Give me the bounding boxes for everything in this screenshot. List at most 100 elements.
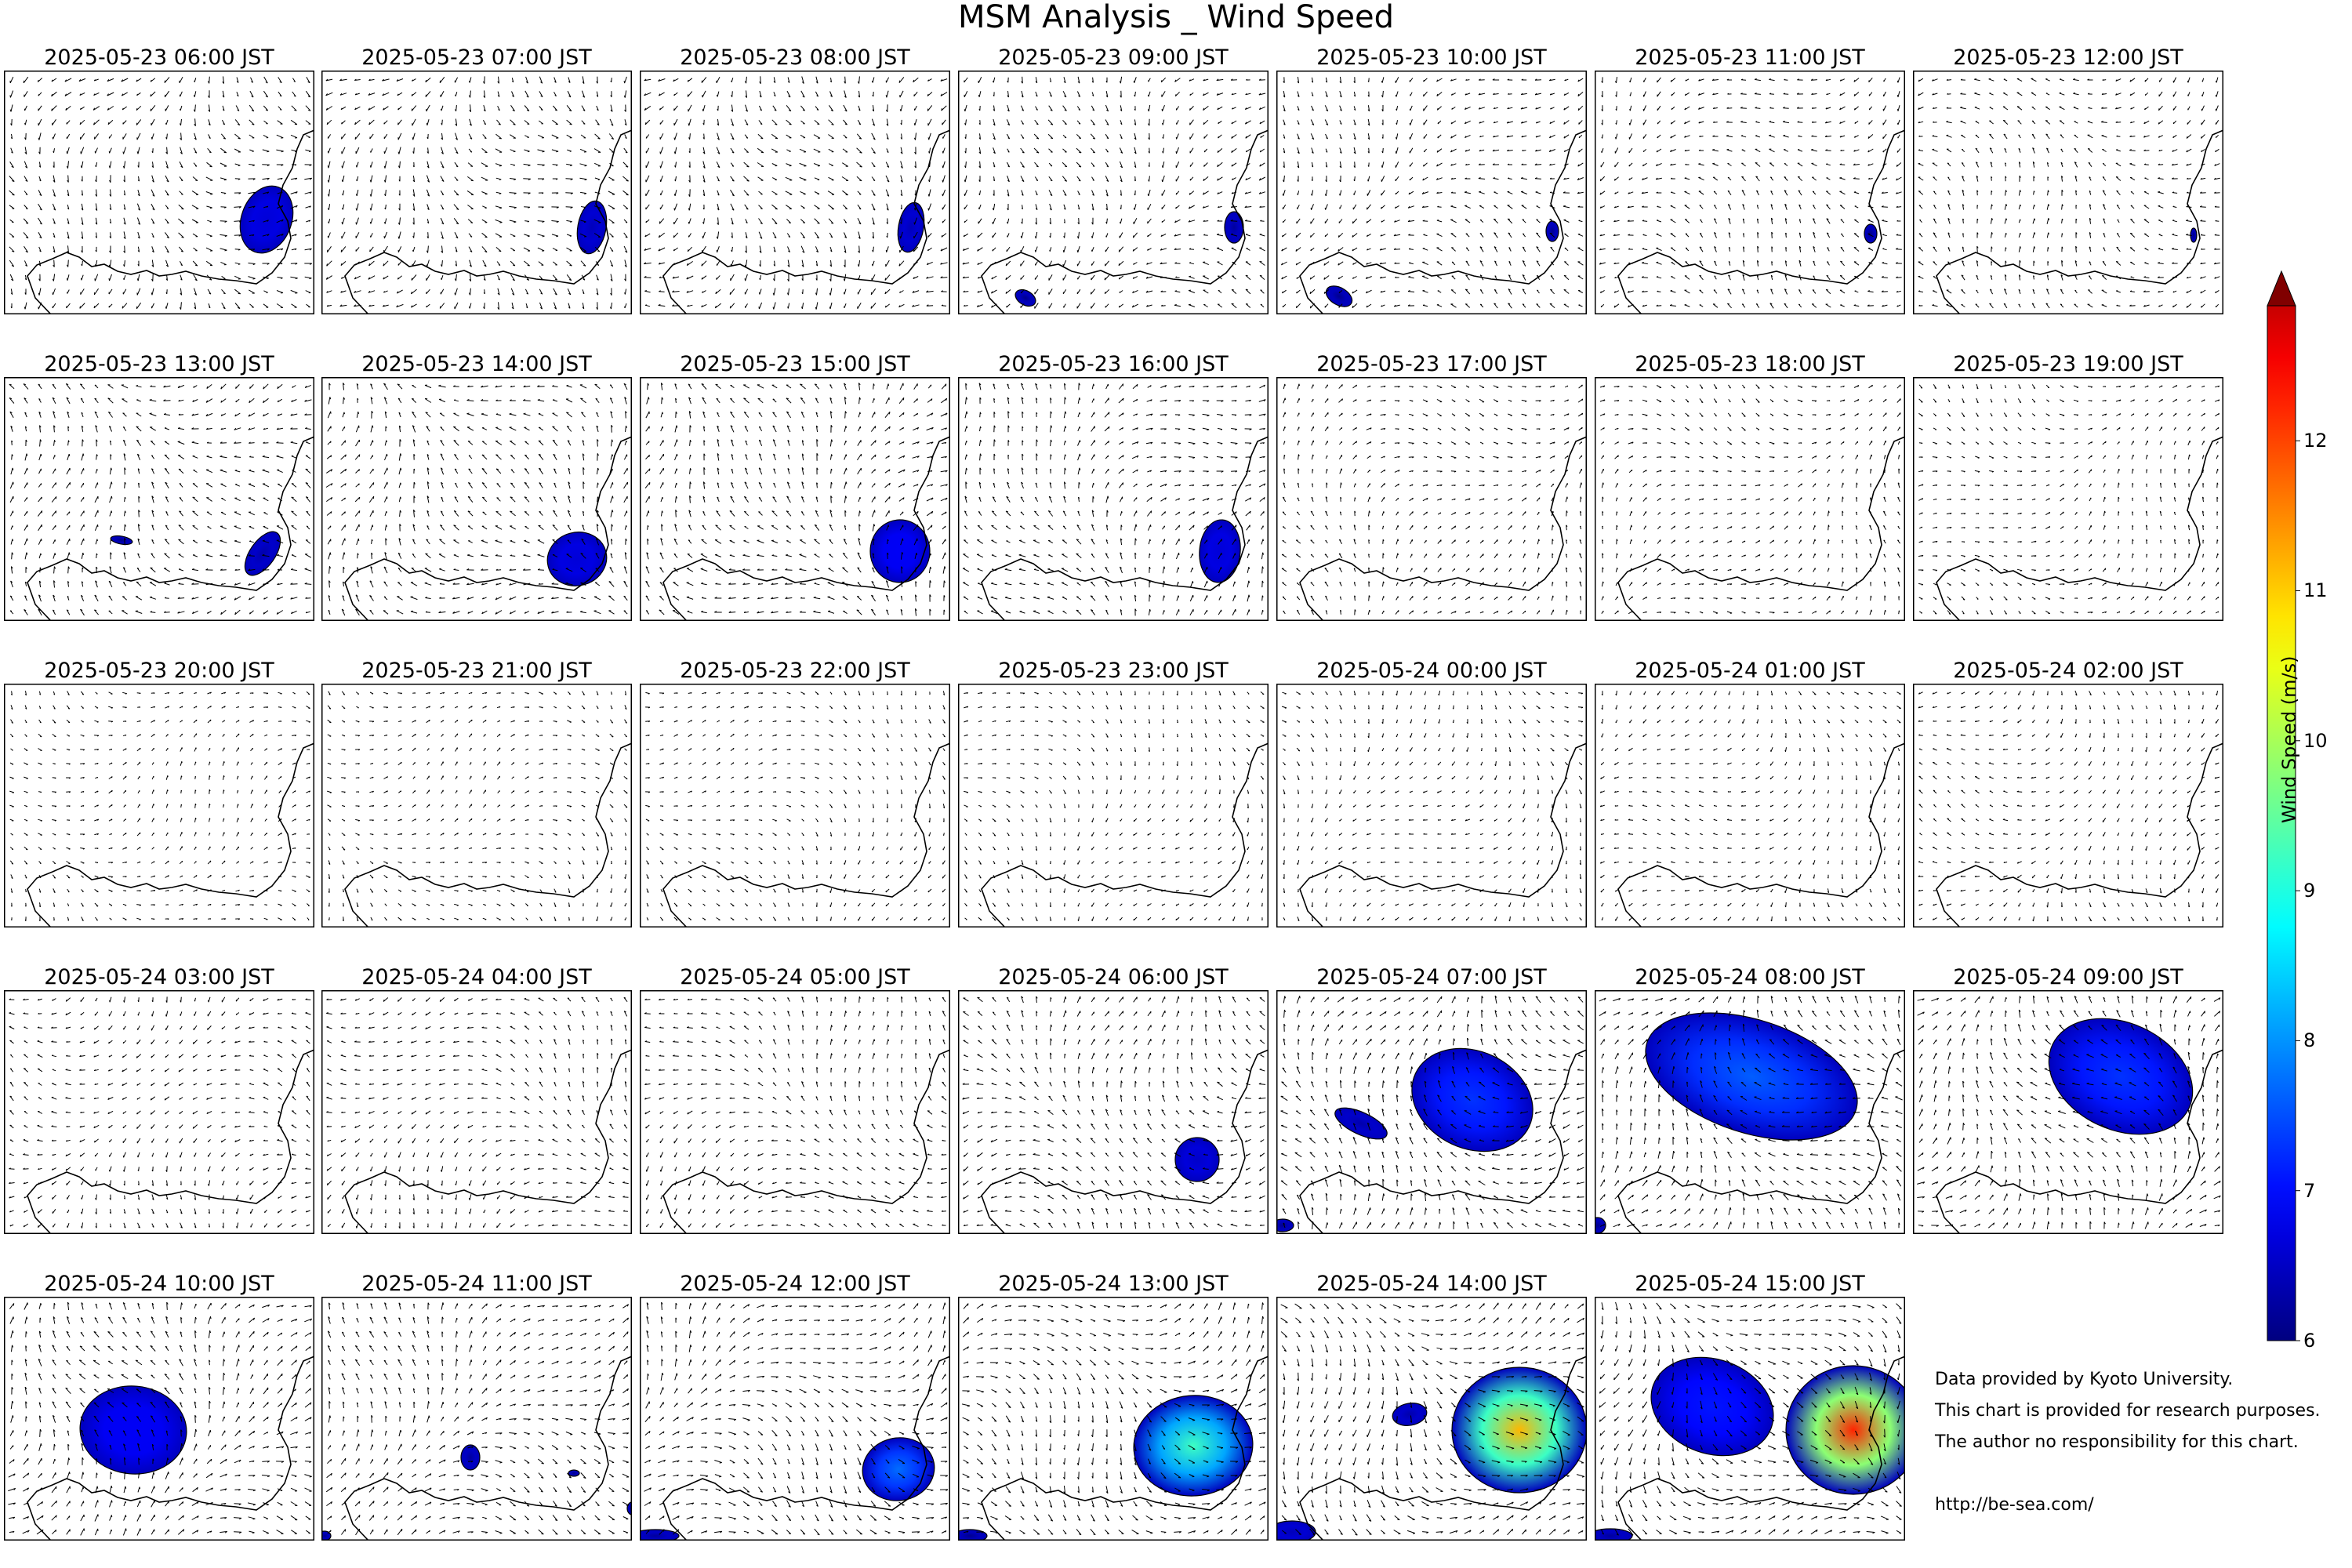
panel-time-label: 2025-05-23 06:00 JST — [4, 45, 314, 70]
map-panel: 2025-05-23 20:00 JST — [4, 659, 314, 927]
panel-time-label: 2025-05-24 05:00 JST — [640, 965, 950, 989]
map-panel: 2025-05-24 14:00 JST — [1276, 1272, 1587, 1541]
wind-vectors — [962, 996, 1266, 1229]
colorbar-bar — [2267, 305, 2296, 1341]
panel-time-label: 2025-05-24 08:00 JST — [1595, 965, 1905, 989]
wind-vectors — [1599, 690, 1901, 922]
wind-speed-contour — [640, 1529, 680, 1541]
panel-time-label: 2025-05-24 06:00 JST — [958, 965, 1269, 989]
coastline — [27, 742, 314, 927]
map-panel: 2025-05-23 06:00 JST — [4, 45, 314, 314]
map-panel: 2025-05-23 17:00 JST — [1276, 352, 1587, 621]
coastline — [1936, 436, 2223, 621]
wind-vectors — [962, 383, 1266, 616]
coastline — [1617, 129, 1905, 314]
wind-map — [321, 71, 632, 314]
coastline — [981, 436, 1269, 621]
wind-map — [1276, 1297, 1587, 1541]
map-panel: 2025-05-24 09:00 JST — [1913, 965, 2223, 1234]
coastline — [1936, 129, 2223, 314]
colorbar: 6 7 8 9 10 11 12 — [2258, 267, 2352, 1352]
wind-speed-contour — [1392, 1403, 1428, 1426]
map-panel: 2025-05-24 02:00 JST — [1913, 659, 2223, 927]
panel-time-label: 2025-05-24 01:00 JST — [1595, 659, 1905, 683]
wind-vectors — [644, 383, 948, 616]
coastline — [662, 436, 950, 621]
wind-map — [640, 71, 950, 314]
wind-map — [1276, 377, 1587, 621]
wind-speed-contour — [1334, 1107, 1388, 1140]
coastline — [344, 1049, 632, 1234]
wind-vectors — [961, 1302, 1267, 1536]
map-panel: 2025-05-24 10:00 JST — [4, 1272, 314, 1541]
colorbar-tick-label: 12 — [2303, 430, 2328, 452]
wind-vectors — [1280, 995, 1584, 1230]
wind-speed-contour — [2048, 1018, 2194, 1135]
coastline — [1299, 436, 1587, 621]
wind-map — [321, 684, 632, 927]
coastline — [662, 129, 950, 314]
map-panel: 2025-05-24 08:00 JST — [1595, 965, 1905, 1234]
wind-map — [4, 71, 314, 314]
wind-speed-contour — [958, 1529, 988, 1541]
coastline — [1617, 742, 1905, 927]
wind-vectors — [1599, 77, 1902, 309]
coastline — [981, 129, 1269, 314]
map-panel: 2025-05-24 01:00 JST — [1595, 659, 1905, 927]
colorbar-tick-label: 11 — [2303, 579, 2328, 601]
wind-vectors — [644, 996, 947, 1229]
wind-vectors — [325, 383, 628, 616]
wind-speed-contour — [1276, 1218, 1294, 1232]
panel-time-label: 2025-05-23 18:00 JST — [1595, 352, 1905, 376]
wind-map — [640, 684, 950, 927]
note-link[interactable]: http://be-sea.com/ — [1935, 1490, 2321, 1521]
wind-speed-contour — [1224, 211, 1244, 244]
panel-time-label: 2025-05-24 10:00 JST — [4, 1272, 314, 1296]
wind-map — [1595, 990, 1905, 1234]
panel-time-label: 2025-05-23 12:00 JST — [1913, 45, 2223, 70]
coastline — [344, 436, 632, 621]
panel-time-label: 2025-05-24 02:00 JST — [1913, 659, 2223, 683]
map-panel: 2025-05-23 16:00 JST — [958, 352, 1269, 621]
wind-vectors — [326, 996, 629, 1229]
coastline — [1617, 1049, 1905, 1234]
chart-title: MSM Analysis _ Wind Speed — [0, 0, 2352, 34]
wind-vectors — [1280, 1302, 1585, 1536]
colorbar-tick-label: 6 — [2303, 1330, 2315, 1352]
colorbar-tick-label: 7 — [2303, 1180, 2315, 1202]
wind-vectors — [644, 76, 948, 310]
wind-speed-contour — [1014, 289, 1036, 307]
wind-vectors — [964, 691, 1265, 922]
map-panel: 2025-05-23 18:00 JST — [1595, 352, 1905, 621]
coastline — [1299, 1356, 1587, 1541]
wind-vectors — [645, 691, 946, 922]
note-line: This chart is provided for research purp… — [1935, 1396, 2321, 1427]
panel-time-label: 2025-05-24 07:00 JST — [1276, 965, 1587, 989]
map-panel: 2025-05-24 13:00 JST — [958, 1272, 1269, 1541]
map-panel: 2025-05-23 08:00 JST — [640, 45, 950, 314]
coastline — [344, 129, 632, 314]
map-panel: 2025-05-23 11:00 JST — [1595, 45, 1905, 314]
wind-map — [1913, 684, 2223, 927]
colorbar-extend-arrow — [2267, 270, 2296, 307]
wind-map — [321, 377, 632, 621]
map-panel: 2025-05-23 22:00 JST — [640, 659, 950, 927]
wind-vectors — [644, 1301, 949, 1536]
wind-map — [1913, 377, 2223, 621]
panel-time-label: 2025-05-23 22:00 JST — [640, 659, 950, 683]
wind-map — [1595, 1297, 1905, 1541]
wind-map — [958, 990, 1269, 1234]
panel-time-label: 2025-05-24 00:00 JST — [1276, 659, 1587, 683]
wind-map — [958, 377, 1269, 621]
panel-time-label: 2025-05-23 13:00 JST — [4, 352, 314, 376]
map-panel: 2025-05-23 21:00 JST — [321, 659, 632, 927]
panel-time-label: 2025-05-23 20:00 JST — [4, 659, 314, 683]
panel-time-label: 2025-05-24 15:00 JST — [1595, 1272, 1905, 1296]
wind-vectors — [325, 1302, 630, 1536]
wind-vectors — [9, 383, 312, 616]
panel-time-label: 2025-05-23 19:00 JST — [1913, 352, 2223, 376]
map-panel: 2025-05-23 23:00 JST — [958, 659, 1269, 927]
wind-vectors — [8, 1301, 313, 1536]
wind-vectors — [1280, 76, 1584, 309]
wind-map — [4, 1297, 314, 1541]
